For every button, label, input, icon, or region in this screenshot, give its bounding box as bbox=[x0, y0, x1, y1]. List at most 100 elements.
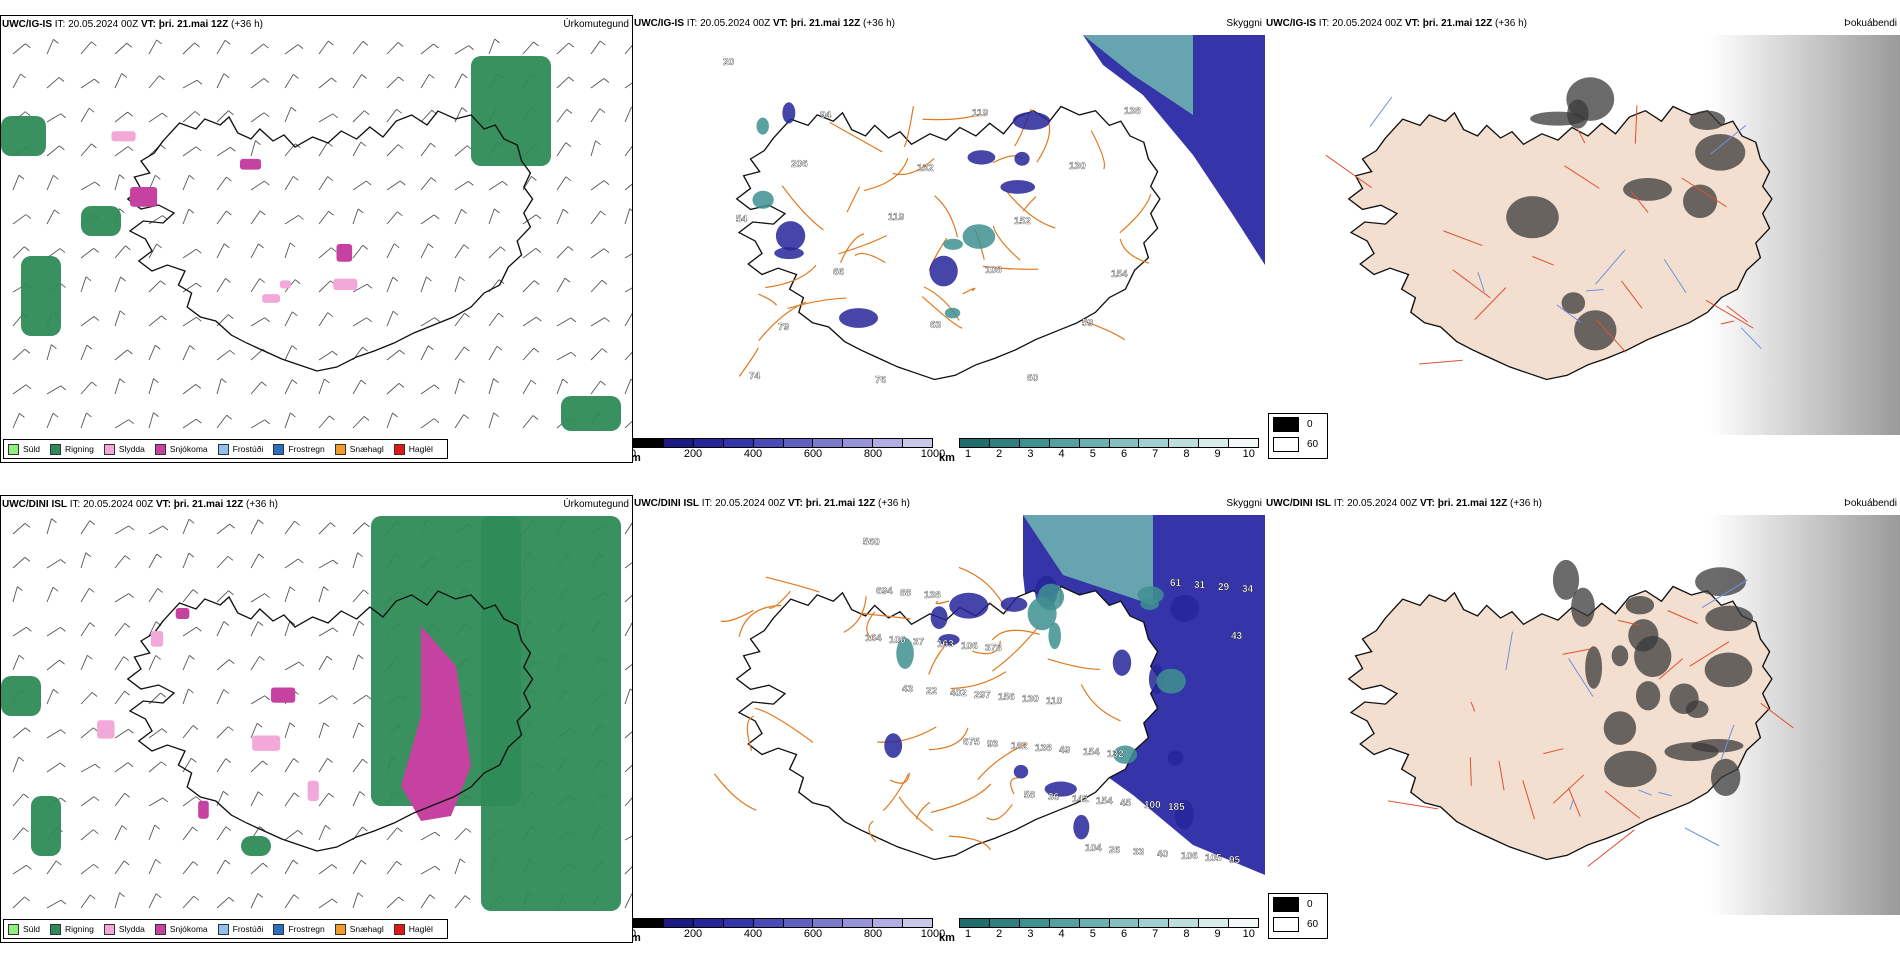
scale-tick: 10 bbox=[1243, 448, 1255, 460]
legend-item: Snjókoma bbox=[155, 924, 208, 935]
fog-legend-item: 0 bbox=[1269, 414, 1327, 434]
panel-title: UWC/DINI ISL IT: 20.05.2024 00Z VT: þri.… bbox=[2, 499, 278, 510]
legend-item: Snæhagl bbox=[335, 924, 384, 935]
visibility-value: 40 bbox=[1157, 849, 1169, 860]
product-name: Þokuábendi bbox=[1844, 498, 1897, 509]
visibility-value: 402 bbox=[950, 688, 967, 699]
legend-label: Rigning bbox=[65, 444, 94, 454]
visibility-value: 378 bbox=[985, 643, 1002, 654]
model-label: UWC/IG-IS bbox=[1266, 18, 1316, 29]
visibility-value: 94 bbox=[820, 110, 832, 121]
it-value: 20.05.2024 00Z bbox=[83, 499, 153, 510]
legend-item: Frostregn bbox=[273, 924, 324, 935]
fog-legend-item: 60 bbox=[1269, 914, 1327, 934]
scale-tick: 3 bbox=[1027, 448, 1033, 460]
fog-index-panel: UWC/DINI ISL IT: 20.05.2024 00Z VT: þri.… bbox=[1265, 495, 1900, 957]
legend-swatch bbox=[335, 924, 346, 935]
lead-time: (+36 h) bbox=[863, 18, 895, 29]
legend-swatch bbox=[394, 924, 405, 935]
lead-time: (+36 h) bbox=[1495, 18, 1527, 29]
visibility-value: 138 bbox=[1124, 106, 1141, 117]
fog-value: 0 bbox=[1307, 899, 1313, 910]
visibility-panel: UWC/IG-IS IT: 20.05.2024 00Z VT: þri. 21… bbox=[633, 15, 1265, 477]
visibility-value: 43 bbox=[1231, 631, 1243, 642]
legend-label: Frostregn bbox=[288, 924, 324, 934]
scale-tick: 10 bbox=[1243, 928, 1255, 940]
precip-type-panel: UWC/IG-IS IT: 20.05.2024 00Z VT: þri. 21… bbox=[0, 15, 633, 463]
scale-cell bbox=[784, 439, 814, 447]
visibility-value: 154 bbox=[1096, 796, 1113, 807]
legend-label: Frostúði bbox=[233, 924, 264, 934]
visibility-scale-m: 02004006008001000 bbox=[633, 918, 933, 941]
visibility-value: 108 bbox=[985, 265, 1002, 276]
scale-cell bbox=[990, 919, 1020, 927]
visibility-value: 34 bbox=[1242, 584, 1254, 595]
scale-cell bbox=[754, 439, 784, 447]
panel-title: UWC/IG-IS IT: 20.05.2024 00Z VT: þri. 21… bbox=[2, 19, 263, 30]
scale-cell bbox=[1080, 919, 1110, 927]
legend-item: Rigning bbox=[50, 924, 94, 935]
scale-cell bbox=[664, 439, 694, 447]
visibility-value: 79 bbox=[778, 322, 790, 333]
legend-item: Rigning bbox=[50, 444, 94, 455]
scale-cell bbox=[1139, 439, 1169, 447]
visibility-value: 36 bbox=[1048, 792, 1060, 803]
scale-tick: 8 bbox=[1183, 928, 1189, 940]
fog-legend-item: 0 bbox=[1269, 894, 1327, 914]
legend-label: Snæhagl bbox=[350, 444, 384, 454]
visibility-value: 141 bbox=[1072, 794, 1089, 805]
visibility-value: 100 bbox=[1144, 800, 1161, 811]
fog-index-panel: UWC/IG-IS IT: 20.05.2024 00Z VT: þri. 21… bbox=[1265, 15, 1900, 477]
visibility-value: 74 bbox=[749, 371, 761, 382]
scale-tick: 1 bbox=[965, 928, 971, 940]
legend-item: Frostregn bbox=[273, 444, 324, 455]
visibility-value: 61 bbox=[1170, 578, 1182, 589]
legend-label: Rigning bbox=[65, 924, 94, 934]
legend-swatch bbox=[155, 444, 166, 455]
visibility-value: 59 bbox=[1082, 318, 1094, 329]
legend-swatch bbox=[394, 444, 405, 455]
legend-label: Haglél bbox=[409, 924, 433, 934]
scale-cell bbox=[1169, 439, 1199, 447]
scale-cell bbox=[1229, 439, 1258, 447]
visibility-value: 33 bbox=[1133, 847, 1145, 858]
scale-cell bbox=[1110, 439, 1140, 447]
scale-cell bbox=[634, 439, 664, 447]
legend-item: Súld bbox=[8, 444, 40, 455]
visibility-value: 26 bbox=[1109, 845, 1121, 856]
visibility-value: 206 bbox=[791, 159, 808, 170]
model-label: UWC/IG-IS bbox=[634, 18, 684, 29]
scale-tick: 5 bbox=[1090, 448, 1096, 460]
visibility-value: 560 bbox=[863, 537, 880, 548]
fog-map bbox=[1265, 515, 1900, 955]
lead-time: (+36 h) bbox=[246, 499, 278, 510]
model-label: UWC/DINI ISL bbox=[634, 498, 699, 509]
model-label: UWC/DINI ISL bbox=[1266, 498, 1331, 509]
visibility-map: 5601383781101321859588106130154100105694… bbox=[633, 515, 1265, 915]
legend-swatch bbox=[273, 444, 284, 455]
visibility-value: 110 bbox=[1046, 696, 1063, 707]
visibility-value: 154 bbox=[1111, 269, 1128, 280]
visibility-value: 45 bbox=[1120, 798, 1132, 809]
scale-cell bbox=[843, 919, 873, 927]
visibility-value: 104 bbox=[1085, 843, 1102, 854]
precip-map bbox=[1, 516, 633, 911]
fog-swatch bbox=[1273, 417, 1299, 432]
scale-cell bbox=[903, 919, 932, 927]
visibility-value: 37 bbox=[913, 637, 925, 648]
it-label: IT: bbox=[1334, 498, 1345, 509]
vt-value: þri. 21.mai 12Z bbox=[174, 499, 243, 510]
visibility-value: 130 bbox=[1069, 161, 1086, 172]
scale-tick: 9 bbox=[1215, 928, 1221, 940]
legend-label: Súld bbox=[23, 444, 40, 454]
vt-value: þri. 21.mai 12Z bbox=[1423, 18, 1492, 29]
it-label: IT: bbox=[1319, 18, 1330, 29]
vt-label: VT: bbox=[1420, 498, 1435, 509]
visibility-map: 2094132152154797611913054666360138206119… bbox=[633, 35, 1265, 435]
lead-time: (+36 h) bbox=[1510, 498, 1542, 509]
legend-swatch bbox=[155, 924, 166, 935]
